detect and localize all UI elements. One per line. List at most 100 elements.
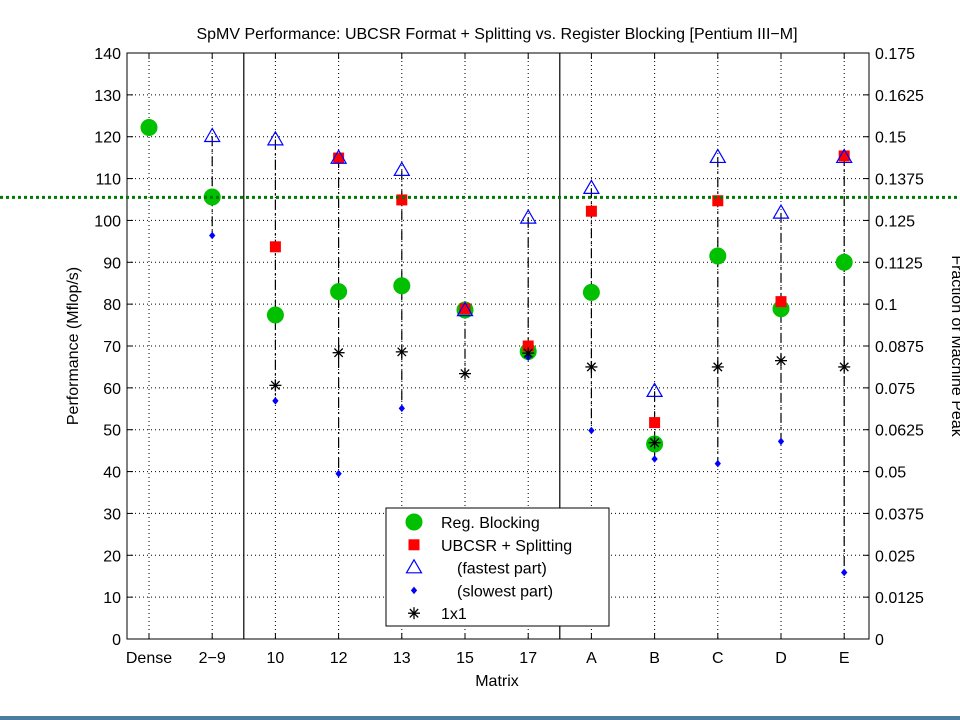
y2-tick-label: 0.025 [875,548,915,565]
y2-tick-label: 0.05 [875,465,906,482]
one-by-one-point [397,347,407,357]
y-tick-label: 90 [103,255,121,272]
y2-tick-label: 0.1125 [875,255,923,272]
reg-blocking-point [582,283,600,301]
ubcsr-splitting-point [585,205,597,217]
slowest-part-point [209,231,216,240]
x-tick-label: D [775,650,787,667]
slowest-part-point [588,426,595,435]
one-by-one-point [713,362,723,372]
y2-tick-label: 0.0375 [875,506,924,523]
one-by-one-point [270,380,281,391]
legend: Reg. Blocking UBCSR + Splitting (fastest … [385,507,610,627]
y2-tick-label: 0.0125 [875,590,924,607]
x-tick-label: A [586,650,597,667]
y2-tick-label: 0.175 [875,46,915,63]
fastest-part-point [266,130,284,146]
slowest-part-point [841,568,848,577]
one-by-one-point [649,438,660,448]
y2-tick-label: 0.15 [875,130,906,147]
legend-label: Reg. Blocking [441,515,540,532]
one-by-one-point [333,348,344,358]
ubcsr-splitting-point [649,417,661,429]
y-tick-label: 70 [103,339,121,356]
slowest-part-point [651,455,658,463]
y-tick-label: 20 [103,548,121,565]
y2-tick-label: 0.075 [875,381,915,398]
ubcsr-splitting-point [775,296,787,308]
y-tick-label: 40 [103,465,121,482]
x-tick-label: 15 [456,650,474,667]
ubcsr-splitting-point [396,194,408,206]
legend-marker [405,558,423,574]
y-tick-label: 0 [112,632,121,649]
one-by-one-point [776,355,786,366]
x-tick-label: E [839,650,850,667]
x-tick-label: B [649,650,660,667]
slowest-part-point [272,397,279,405]
fastest-part-point [709,148,727,164]
x-tick-label: 12 [330,650,348,667]
one-by-one-point [523,348,533,358]
one-by-one-point [586,362,597,372]
ubcsr-splitting-point [712,195,724,207]
fastest-part-point [456,301,474,317]
reg-blocking-point [140,119,158,137]
reg-blocking-point [709,247,727,265]
y-tick-label: 110 [95,172,121,189]
y-tick-label: 80 [103,297,121,314]
ubcsr-splitting-point [333,152,345,164]
legend-label: 1x1 [441,606,467,623]
y2-tick-label: 0.1625 [875,88,924,105]
axis-ticks: 0 10 20 30 40 50 60 70 80 90 100 110 120 130 140 0 0.012… [94,46,924,667]
y2-axis-label: Fraction of Machine Peak [948,255,960,437]
slowest-part-point [398,404,405,413]
fastest-part-point [646,382,664,398]
x-tick-label: 10 [267,650,285,667]
y-tick-label: 10 [103,590,121,607]
slowest-part-point [777,437,785,446]
fastest-part-point [519,208,537,224]
ubcsr-splitting-point [838,150,850,162]
reg-blocking-point [393,277,411,295]
one-by-one-point [460,368,470,379]
x-tick-label: 2−9 [199,650,226,667]
y2-tick-label: 0 [875,632,884,649]
legend-marker [409,608,419,618]
slowest-part-point [714,459,721,468]
reg-blocking-point [835,253,853,271]
y-axis-label: Performance (Mflop/s) [65,267,82,425]
range-stems [211,136,845,573]
reg-blocking-point [266,306,284,324]
chart-title: SpMV Performance: UBCSR Format + Splitti… [196,26,797,43]
legend-label: (slowest part) [457,583,553,600]
data-marks [140,119,853,577]
fastest-part-point [835,148,853,164]
y-tick-label: 30 [103,506,121,523]
legend-marker [405,513,423,531]
bottom-accent-bar [0,716,960,720]
slowest-part-point [335,469,342,478]
legend-box [385,507,610,627]
y-tick-label: 120 [94,130,121,147]
x-tick-label: Dense [126,650,172,667]
legend-label: UBCSR + Splitting [441,538,572,555]
x-tick-label: 17 [519,650,537,667]
y-tick-label: 140 [94,46,121,63]
y-tick-label: 60 [103,381,121,398]
y2-tick-label: 0.125 [875,213,915,230]
fastest-part-point [772,203,790,219]
y2-tick-label: 0.1 [875,297,897,314]
fastest-part-point [330,149,348,164]
y2-tick-label: 0.0625 [875,423,924,440]
legend-label: (fastest part) [457,561,547,578]
x-axis-label: Matrix [475,673,519,690]
y2-tick-label: 0.1375 [875,172,924,189]
x-tick-label: C [712,650,724,667]
legend-marker [410,586,418,595]
fastest-part-point [582,179,600,194]
x-tick-label: 13 [393,650,411,667]
y2-tick-label: 0.0875 [875,339,924,356]
y-tick-label: 130 [94,88,121,105]
